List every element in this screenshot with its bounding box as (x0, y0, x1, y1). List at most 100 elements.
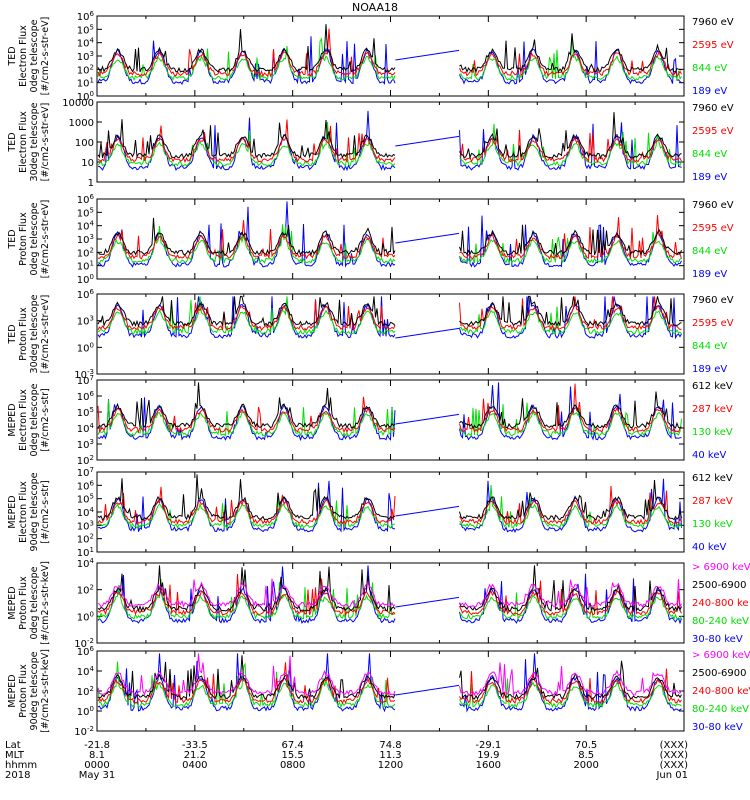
y-tick-label: 105 (77, 23, 94, 36)
y-tick-label: 106 (77, 10, 95, 23)
series-trace (97, 474, 682, 522)
chart-title: NOAA18 (352, 1, 398, 14)
series-trace (97, 662, 682, 705)
legend-entry: 2500-6900 (692, 668, 747, 679)
y-tick-label: 10-3 (74, 368, 94, 381)
y-tick-label: 104 (77, 665, 95, 678)
y-tick-label: 102 (77, 533, 94, 546)
x-tick-label: 8.5 (578, 750, 594, 761)
y-tick-label: 106 (77, 645, 95, 658)
y-tick-label: 104 (77, 557, 95, 570)
x-tick-label: 11.3 (379, 750, 401, 761)
legend-entry: 2595 eV (692, 223, 734, 234)
y-tick-label: 106 (77, 390, 95, 403)
x-tick-label: 8.1 (89, 750, 105, 761)
legend-entry: 844 eV (692, 246, 727, 257)
panel-frame (96, 101, 685, 183)
legend-entry: 2595 eV (692, 318, 734, 329)
panel-frame (96, 379, 685, 461)
legend-entry: 7960 eV (692, 17, 734, 28)
gap-connector (395, 596, 460, 608)
y-tick-label: 10-2 (74, 725, 94, 738)
x-tick-label: -21.8 (84, 740, 110, 751)
panel-4: 10-3 100 103 106 TEDProton Flux30deg telesco… (7, 288, 734, 381)
y-tick-label: 107 (77, 466, 94, 479)
y-tick-label: 104 (77, 506, 95, 519)
y-axis-label: TEDProton Flux0deg telescope[#/cm2-s-str… (7, 200, 51, 279)
x-tick-label: 0800 (280, 760, 305, 771)
x-tick-label: 19.9 (477, 750, 499, 761)
legend-entry: > 6900 keV (692, 562, 750, 573)
legend-entry: 189 eV (692, 364, 727, 375)
y-axis-label: TEDProton Flux30deg telescope[#/cm2-s-st… (7, 294, 51, 373)
y-tick-label: 102 (77, 584, 94, 597)
legend-entry: 240-800 keV (692, 686, 750, 697)
x-tick-label: (XXX) (660, 740, 688, 751)
y-tick-label: 100 (77, 273, 94, 286)
legend-entry: 240-800 ke (692, 598, 749, 609)
y-tick-label: 102 (77, 246, 94, 259)
series-trace (97, 383, 682, 434)
series-trace (97, 484, 682, 530)
y-tick-label: 103 (77, 233, 94, 246)
y-tick-label: 101 (77, 546, 94, 559)
x-tick-label: (XXX) (660, 750, 688, 761)
y-tick-label: 105 (77, 493, 94, 506)
legend-entry: 30-80 keV (692, 722, 743, 733)
y-axis-label: MEPEDElectron Flux90deg telescope[#/cm2-… (7, 472, 51, 551)
x-row-label: 2018 (5, 770, 30, 781)
y-tick-label: 106 (77, 288, 95, 301)
gap-connector (395, 327, 460, 339)
y-tick-label: 104 (77, 422, 95, 435)
legend-entry: 40 keV (692, 450, 726, 461)
x-tick-label: 70.5 (575, 740, 597, 751)
series-trace (97, 573, 682, 617)
x-tick-label: -33.5 (182, 740, 208, 751)
legend-entry: 844 eV (692, 341, 727, 352)
series-trace (97, 24, 682, 74)
panel-frame (96, 15, 685, 97)
legend-entry: > 6900 keV (692, 650, 750, 661)
legend-entry: 30-80 keV (692, 634, 743, 645)
legend-entry: 287 keV (692, 404, 733, 415)
y-tick-label: 10 (81, 158, 94, 169)
y-tick-label: 100 (75, 138, 94, 149)
legend-entry: 2595 eV (692, 40, 734, 51)
y-axis-label: MEPEDProton Flux90deg telescope[#/cm2-s-… (7, 649, 51, 733)
legend-entry: 80-240 keV (692, 704, 749, 715)
legend-entry: 287 keV (692, 496, 733, 507)
legend-entry: 7960 eV (692, 103, 734, 114)
legend-entry: 80-240 keV (692, 616, 749, 627)
legend-entry: 130 keV (692, 519, 733, 530)
x-tick-label: 74.8 (379, 740, 401, 751)
x-tick-label: -29.1 (475, 740, 501, 751)
y-axis-label: TEDElectron Flux0deg telescope[#/cm2-s-s… (7, 17, 51, 96)
series-trace (97, 112, 682, 160)
y-tick-label: 101 (77, 260, 94, 273)
y-axis-label: MEPEDProton Flux0deg telescope[#/cm2-s-s… (7, 561, 51, 645)
legend-entry: 7960 eV (692, 295, 734, 306)
y-tick-label: 100 (77, 610, 94, 623)
legend-entry: 40 keV (692, 542, 726, 553)
series-trace (97, 28, 682, 78)
y-tick-label: 100 (77, 705, 94, 718)
y-tick-label: 1000 (69, 118, 94, 129)
y-tick-label: 10000 (62, 98, 94, 109)
series-trace (97, 224, 682, 265)
x-tick-label: 15.5 (282, 750, 304, 761)
legend-entry: 7960 eV (692, 200, 734, 211)
legend-entry: 189 eV (692, 269, 727, 280)
series-trace (97, 485, 682, 526)
series-trace (97, 121, 682, 167)
series-trace (97, 653, 682, 697)
y-tick-label: 104 (77, 37, 95, 50)
y-tick-label: 102 (77, 454, 94, 467)
series-trace (97, 382, 682, 430)
series-trace (97, 296, 682, 336)
series-trace (97, 565, 682, 613)
gap-connector (395, 413, 460, 425)
legend-entry: 189 eV (692, 86, 727, 97)
series-trace (97, 35, 682, 82)
x-row-label: MLT (5, 750, 25, 761)
